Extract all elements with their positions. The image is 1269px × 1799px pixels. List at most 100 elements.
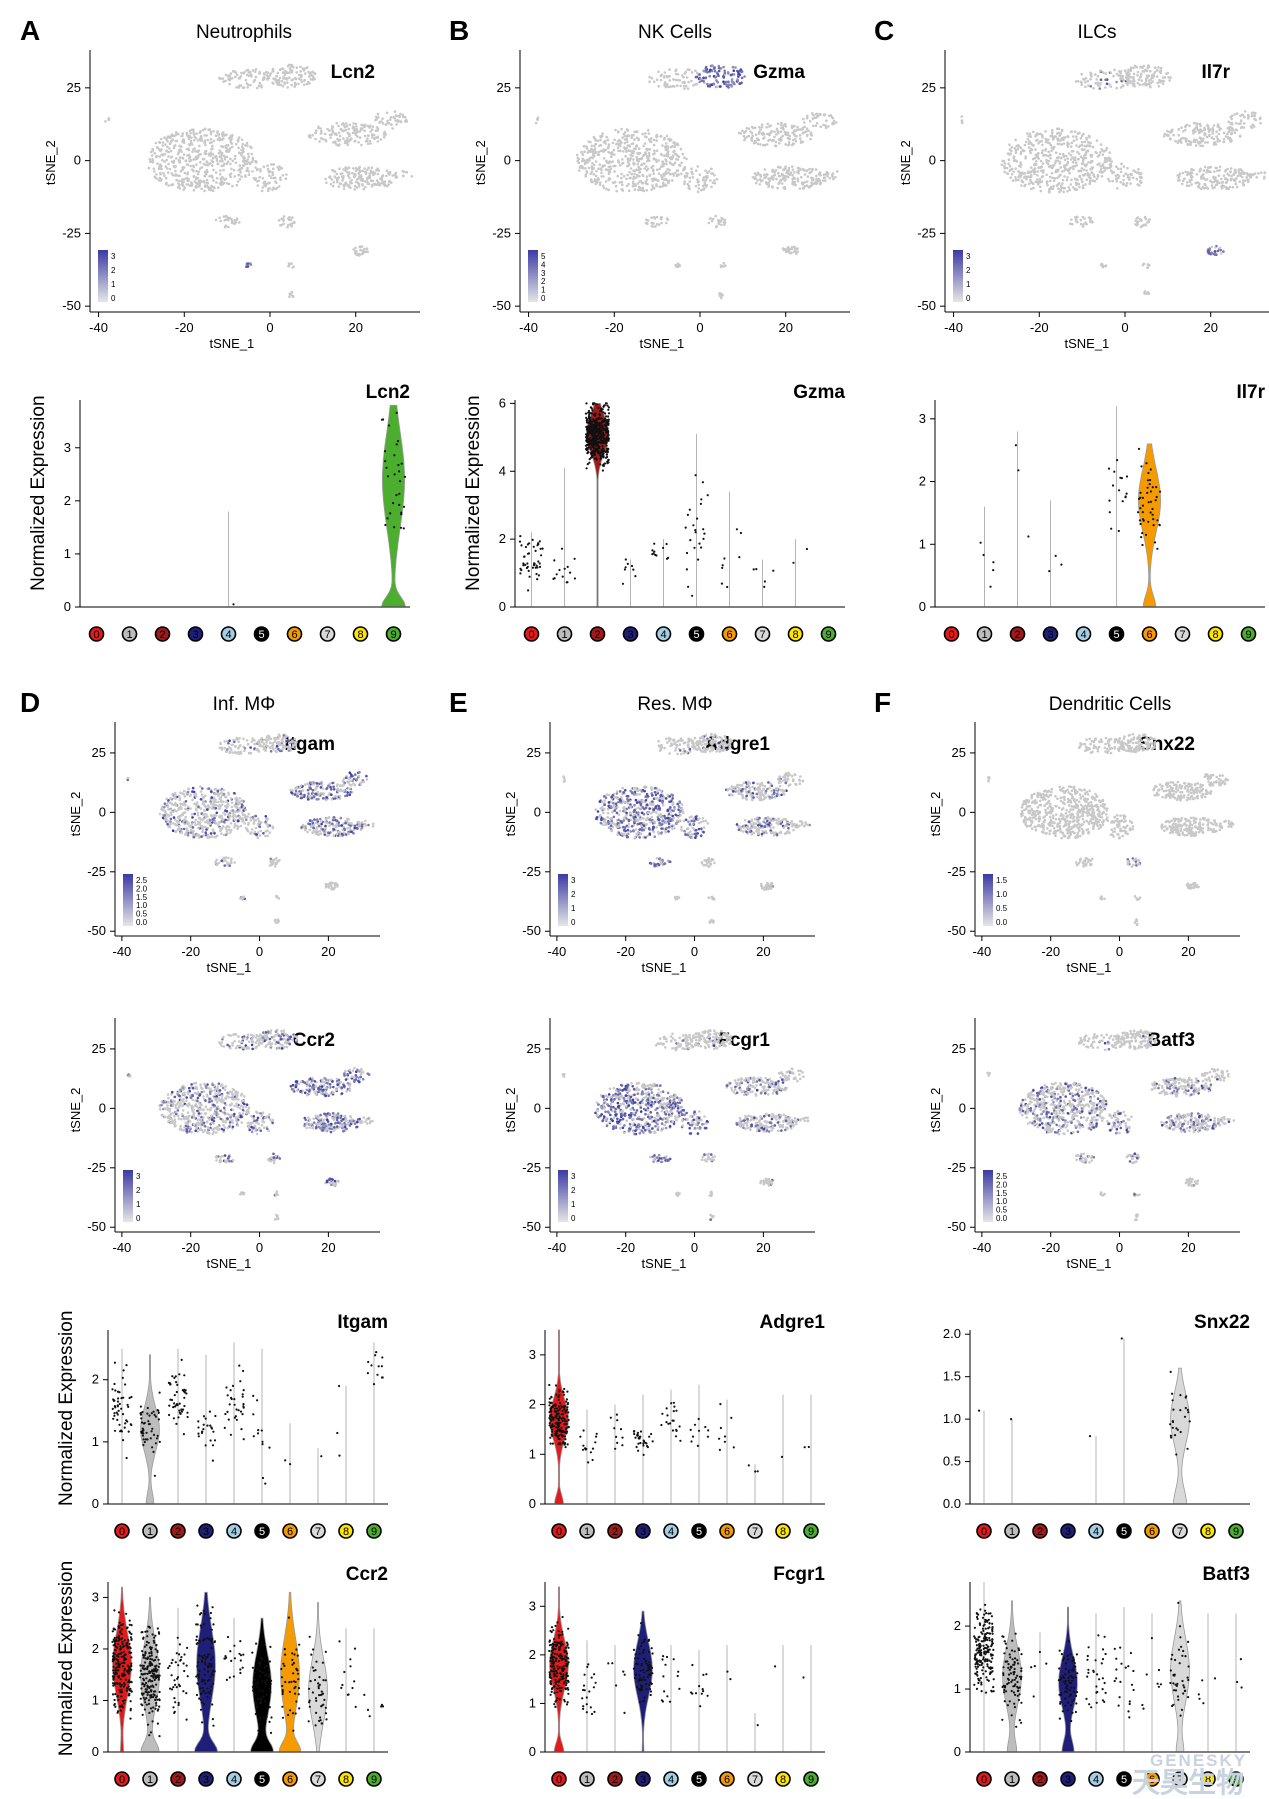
tsne-point [803, 173, 807, 176]
tsne-point [191, 822, 194, 825]
tsne-point [1081, 140, 1084, 144]
tsne-point [803, 180, 807, 184]
tsne-point [633, 169, 637, 172]
tsne-point [1203, 133, 1206, 137]
tsne-point [234, 142, 238, 146]
tsne-point [1237, 170, 1240, 173]
tsne-point [353, 824, 357, 828]
tsne-point [717, 69, 721, 73]
tsne-point [346, 174, 350, 178]
tsne-point [201, 830, 204, 833]
tsne-point [695, 75, 699, 79]
tsne-point [688, 180, 692, 183]
tsne-point [156, 146, 160, 150]
tsne-point [602, 186, 606, 190]
tsne-point [1126, 166, 1129, 170]
tsne-point [288, 76, 291, 79]
tsne-point [665, 162, 668, 166]
tsne-point [218, 149, 221, 152]
tsne-point [828, 176, 832, 180]
tsne-point [166, 145, 169, 149]
tsne-point [684, 176, 687, 179]
tsne-point [1185, 123, 1188, 127]
tsne-point [225, 155, 229, 159]
tsne-point [707, 221, 711, 225]
tsne-point [768, 125, 771, 128]
tsne-point [650, 137, 653, 140]
tsne-point [666, 167, 669, 171]
tsne-point [183, 186, 187, 189]
tsne-point [668, 68, 671, 71]
tsne-point [174, 169, 177, 173]
tsne-point [1199, 137, 1203, 141]
tsne-point [228, 817, 231, 821]
tsne-point [704, 67, 708, 70]
tsne-point [278, 76, 282, 80]
tsne-point [776, 131, 780, 135]
tsne-point [590, 144, 594, 148]
tsne-point [797, 171, 800, 175]
tsne-point [269, 737, 273, 741]
tsne-point [611, 141, 615, 145]
tsne-point [652, 177, 656, 180]
tsne-point [186, 829, 190, 833]
tsne-point [826, 174, 829, 178]
tsne-point [694, 184, 698, 188]
tsne-point [335, 832, 339, 836]
tsne-point [396, 118, 400, 122]
tsne-point [663, 174, 666, 177]
tsne-point [652, 138, 656, 142]
tsne-point [191, 826, 195, 829]
tsne-point [1240, 125, 1244, 129]
tsne-point [1235, 112, 1239, 115]
tsne-point [168, 167, 172, 171]
tsne-point [1146, 66, 1150, 70]
tsne-point [1026, 175, 1030, 178]
tsne-point [366, 142, 370, 146]
tsne-point [249, 746, 252, 749]
tsne-point [159, 149, 162, 153]
tsne-point [686, 87, 690, 90]
tsne-point [1194, 144, 1198, 147]
tsne-point [642, 162, 646, 165]
tsne-point [311, 789, 315, 792]
tsne-point [361, 251, 365, 255]
tsne-point [351, 171, 354, 175]
tsne-point [222, 811, 225, 815]
tsne-point [1103, 160, 1106, 164]
tsne-point [781, 174, 784, 177]
tsne-point [291, 294, 295, 298]
tsne-point [1080, 167, 1084, 170]
tsne-point [218, 138, 221, 142]
tsne-point [203, 127, 207, 131]
tsne-point [1245, 176, 1248, 179]
tsne-point [1217, 174, 1221, 177]
tsne-point [1216, 179, 1219, 183]
tsne-point [824, 179, 827, 182]
tsne-point [640, 163, 643, 167]
tsne-point [1238, 135, 1242, 138]
tsne-point [194, 149, 197, 153]
tsne-point [193, 135, 196, 138]
tsne-point [344, 794, 347, 798]
tsne-point [663, 178, 666, 181]
tsne-point [1014, 176, 1017, 179]
tsne-point [718, 292, 721, 295]
tsne-point [160, 153, 163, 156]
tsne-point [1035, 178, 1039, 181]
tsne-point [369, 142, 372, 145]
tsne-point [247, 155, 250, 158]
tsne-point [1048, 190, 1051, 194]
tsne-point [633, 172, 636, 176]
tsne-point [805, 184, 809, 187]
tsne-point [299, 65, 302, 69]
tsne-point [214, 134, 218, 137]
tsne-point [209, 790, 213, 793]
tsne-point [680, 172, 683, 176]
tsne-point [222, 137, 225, 140]
tsne-point [335, 784, 339, 787]
tsne-point [1067, 152, 1071, 155]
tsne-point [1198, 169, 1202, 173]
tsne-point [1222, 250, 1225, 253]
tsne-point [189, 159, 193, 162]
